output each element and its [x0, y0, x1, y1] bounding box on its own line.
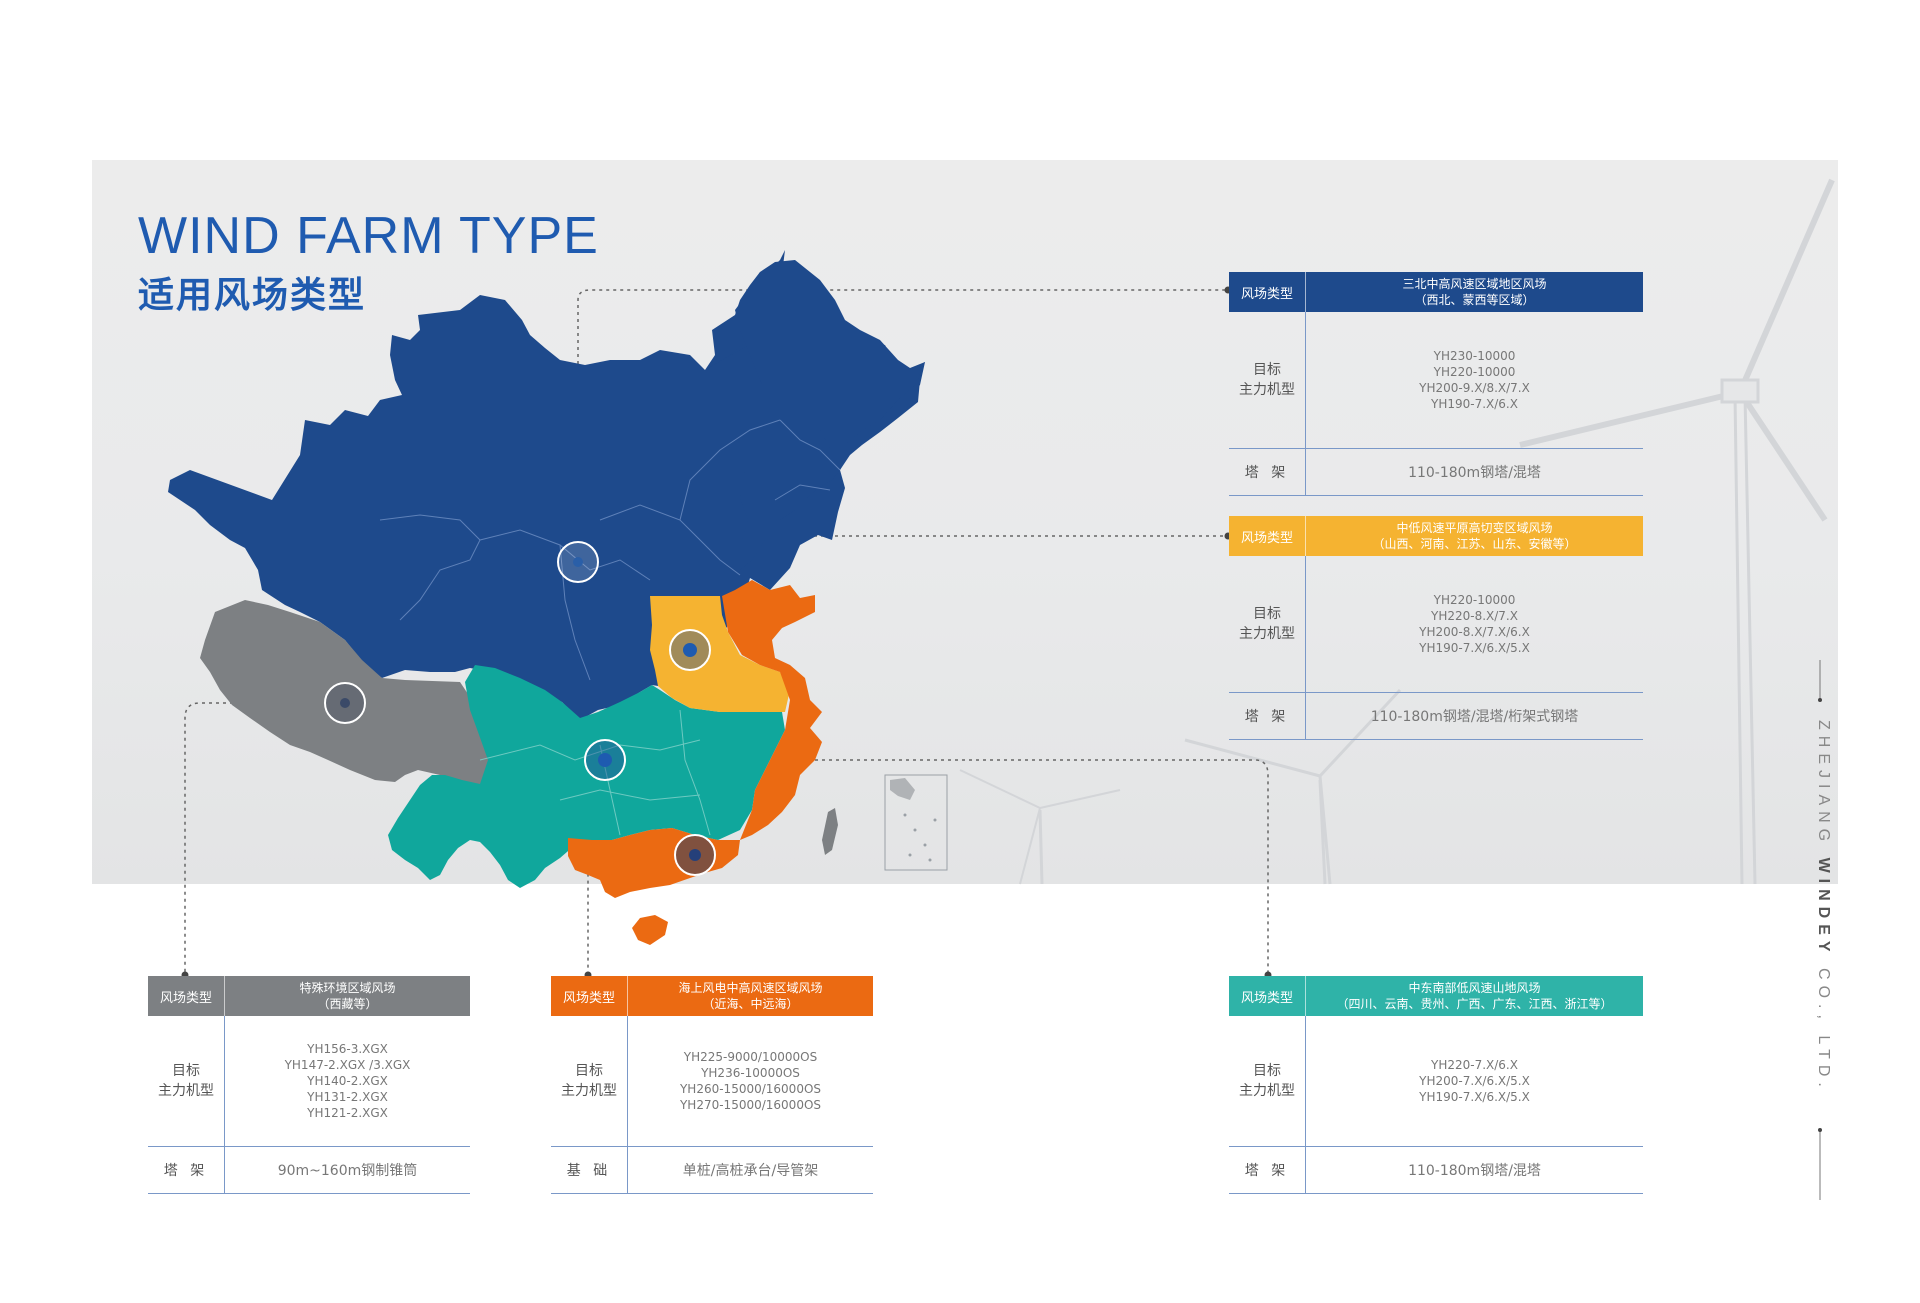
model-item: YH220-10000	[1433, 365, 1516, 379]
model-item: YH220-7.X/6.X	[1431, 1058, 1518, 1072]
map-region-north-blue	[168, 262, 925, 720]
page-title-chinese: 适用风场类型	[138, 275, 367, 316]
type-label: 风场类型	[1240, 990, 1293, 1006]
model-item: YH147-2.XGX /3.XGX	[284, 1058, 411, 1072]
model-label-1: 目标	[1253, 1063, 1281, 1079]
model-item: YH270-15000/16000OS	[679, 1098, 822, 1112]
card-tibet-header: 风场类型 特殊环境区域风场 （西藏等）	[148, 976, 470, 1016]
type-desc: 中东南部低风速山地风场	[1408, 981, 1541, 995]
tower-value: 110-180m钢塔/混塔/桁架式钢塔	[1305, 693, 1643, 739]
model-label-1: 目标	[1253, 362, 1281, 378]
model-item: YH140-2.XGX	[307, 1074, 388, 1088]
tower-value: 90m~160m钢制锥筒	[224, 1147, 470, 1193]
type-desc-sub: （四川、云南、贵州、广西、广东、江西、浙江等）	[1336, 997, 1613, 1011]
model-label-2: 主力机型	[1239, 382, 1295, 398]
model-item: YH225-9000/10000OS	[683, 1050, 818, 1064]
map-marker-north	[557, 541, 599, 583]
map-region-central-yellow	[650, 596, 790, 712]
foundation-label: 基 础	[566, 1163, 612, 1179]
model-label-2: 主力机型	[561, 1083, 617, 1099]
company-word-3: CO., LTD.	[1815, 968, 1832, 1093]
connector-south	[605, 759, 1269, 975]
connector-tibet	[184, 702, 345, 975]
tower-value: 110-180m钢塔/混塔	[1305, 449, 1643, 495]
map-taiwan	[822, 808, 838, 855]
model-item: YH260-15000/16000OS	[679, 1082, 822, 1096]
type-desc: 海上风电中高风速区域风场	[678, 981, 823, 995]
model-item: YH190-7.X/6.X/5.X	[1419, 641, 1530, 655]
model-list: YH220-7.X/6.X YH200-7.X/6.X/5.X YH190-7.…	[1305, 1016, 1643, 1146]
card-central: 风场类型 中低风速平原高切变区域风场 （山西、河南、江苏、山东、安徽等） 目标主力…	[1229, 516, 1643, 740]
company-word-1: ZHEJIANG	[1815, 720, 1832, 848]
company-name-vertical: ZHEJIANG WINDEY CO., LTD.	[1808, 720, 1832, 1100]
model-list: YH156-3.XGX YH147-2.XGX /3.XGX YH140-2.X…	[224, 1016, 470, 1146]
card-offshore-header: 风场类型 海上风电中高风速区域风场 （近海、中远海）	[551, 976, 873, 1016]
map-region-hainan-orange	[632, 915, 668, 945]
tower-value: 110-180m钢塔/混塔	[1305, 1147, 1643, 1193]
type-desc-sub: （近海、中远海）	[702, 997, 799, 1011]
type-desc-sub: （西北、蒙西等区域）	[1414, 293, 1535, 307]
model-item: YH121-2.XGX	[307, 1106, 388, 1120]
map-region-heilongjiang-blue	[735, 260, 925, 448]
model-item: YH220-10000	[1433, 593, 1516, 607]
model-item: YH131-2.XGX	[307, 1090, 388, 1104]
model-list: YH225-9000/10000OS YH236-10000OS YH260-1…	[627, 1016, 873, 1146]
card-north: 风场类型 三北中高风速区域地区风场 （西北、蒙西等区域） 目标主力机型 YH230…	[1229, 272, 1643, 496]
model-label-2: 主力机型	[158, 1083, 214, 1099]
type-label: 风场类型	[1240, 286, 1293, 302]
model-item: YH200-9.X/8.X/7.X	[1419, 381, 1530, 395]
type-label: 风场类型	[1240, 530, 1293, 546]
model-item: YH200-8.X/7.X/6.X	[1419, 625, 1530, 639]
type-label: 风场类型	[159, 990, 212, 1006]
company-word-2: WINDEY	[1815, 857, 1832, 958]
model-label-2: 主力机型	[1239, 626, 1295, 642]
model-label-2: 主力机型	[1239, 1083, 1295, 1099]
map-region-east-orange	[722, 580, 822, 840]
map-region-south-teal	[388, 665, 785, 888]
model-label-1: 目标	[172, 1063, 200, 1079]
tower-label: 塔 架	[1244, 709, 1290, 725]
map-marker-central	[669, 629, 711, 671]
model-label-1: 目标	[1253, 606, 1281, 622]
type-desc-sub: （山西、河南、江苏、山东、安徽等）	[1372, 537, 1577, 551]
model-list: YH230-10000 YH220-10000 YH200-9.X/8.X/7.…	[1305, 312, 1643, 448]
model-item: YH190-7.X/6.X	[1431, 397, 1518, 411]
model-list: YH220-10000 YH220-8.X/7.X YH200-8.X/7.X/…	[1305, 556, 1643, 692]
type-desc: 三北中高风速区域地区风场	[1402, 277, 1547, 291]
type-desc-sub: （西藏等）	[317, 997, 378, 1011]
map-marker-south	[584, 739, 626, 781]
map-marker-offshore	[674, 834, 716, 876]
model-item: YH156-3.XGX	[307, 1042, 388, 1056]
card-north-header: 风场类型 三北中高风速区域地区风场 （西北、蒙西等区域）	[1229, 272, 1643, 312]
card-south: 风场类型 中东南部低风速山地风场 （四川、云南、贵州、广西、广东、江西、浙江等） …	[1229, 976, 1643, 1194]
model-label-1: 目标	[575, 1063, 603, 1079]
type-desc: 中低风速平原高切变区域风场	[1396, 521, 1553, 535]
vertical-rule	[1818, 660, 1822, 1200]
map-marker-tibet	[324, 682, 366, 724]
map-region-tibet-gray	[200, 600, 490, 785]
south-china-sea-inset	[884, 774, 948, 871]
card-central-header: 风场类型 中低风速平原高切变区域风场 （山西、河南、江苏、山东、安徽等）	[1229, 516, 1643, 556]
connector-north	[577, 289, 1228, 560]
tower-label: 塔 架	[163, 1163, 209, 1179]
card-tibet: 风场类型 特殊环境区域风场 （西藏等） 目标主力机型 YH156-3.XGX YH…	[148, 976, 470, 1194]
type-desc: 特殊环境区域风场	[299, 981, 396, 995]
tower-label: 塔 架	[1244, 465, 1290, 481]
model-item: YH220-8.X/7.X	[1431, 609, 1518, 623]
model-item: YH230-10000	[1433, 349, 1516, 363]
model-item: YH236-10000OS	[701, 1066, 800, 1080]
card-offshore: 风场类型 海上风电中高风速区域风场 （近海、中远海） 目标主力机型 YH225-9…	[551, 976, 873, 1194]
model-item: YH190-7.X/6.X/5.X	[1419, 1090, 1530, 1104]
card-south-header: 风场类型 中东南部低风速山地风场 （四川、云南、贵州、广西、广东、江西、浙江等）	[1229, 976, 1643, 1016]
page-title-english: WIND FARM TYPE	[138, 207, 599, 265]
tower-label: 塔 架	[1244, 1163, 1290, 1179]
foundation-value: 单桩/高桩承台/导管架	[627, 1147, 873, 1193]
model-item: YH200-7.X/6.X/5.X	[1419, 1074, 1530, 1088]
type-label: 风场类型	[562, 990, 615, 1006]
